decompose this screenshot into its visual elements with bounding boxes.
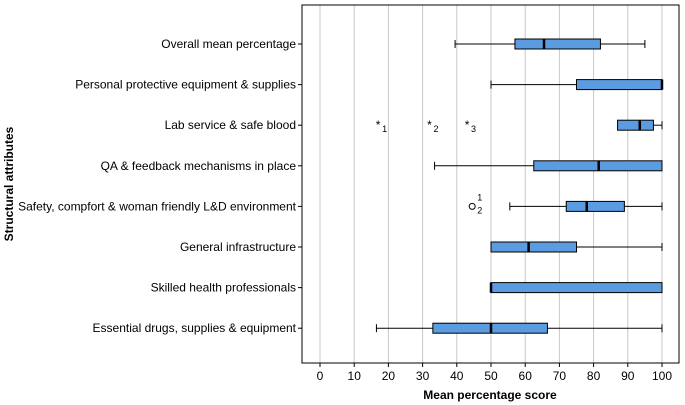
category-label-1: Personal protective equipment & supplies [75, 78, 296, 92]
boxplot-row-7 [375, 322, 663, 334]
box-row-1 [576, 79, 663, 91]
box-row-6 [490, 282, 663, 294]
boxplot-row-4: 12 [468, 192, 663, 215]
outlier-row-4-0: 12 [468, 192, 482, 215]
boxplot-row-1 [490, 79, 664, 91]
box-row-2 [617, 119, 654, 131]
outlier-row-2-0: * 1 [376, 118, 387, 134]
category-label-3: QA & feedback mechanisms in place [101, 159, 297, 173]
x-axis-ticks: 0 10 20 30 40 50 60 70 80 90 100 [317, 363, 672, 383]
category-labels: Overall mean percentage Personal protecti… [18, 37, 302, 335]
x-tick-label-60: 60 [519, 369, 533, 383]
outlier-label-row-2-0: 1 [382, 124, 387, 134]
outlier-label-row-4-0: 2 [477, 205, 482, 215]
grid-lines [319, 5, 663, 363]
category-label-4: Safety, compfort & woman friendly L&D en… [18, 199, 297, 213]
category-label-5: General infrastructure [180, 240, 296, 254]
category-label-0: Overall mean percentage [161, 37, 296, 51]
boxplot-row-0 [454, 38, 646, 50]
box-row-4 [565, 200, 625, 212]
x-tick-label-70: 70 [553, 369, 567, 383]
x-tick-label-50: 50 [484, 369, 498, 383]
category-label-2: Lab service & safe blood [165, 118, 296, 132]
boxes-layer: * 1 * 2 * 312 [375, 38, 664, 334]
outlier-label-top-row-4-0: 1 [477, 192, 482, 202]
outlier-label-row-2-2: 3 [471, 124, 476, 134]
boxplot-row-5 [490, 241, 663, 253]
outlier-marker-row-2-0: * [376, 118, 381, 132]
category-label-7: Essential drugs, supplies & equipment [93, 321, 297, 335]
x-tick-label-30: 30 [416, 369, 430, 383]
x-tick-label-90: 90 [621, 369, 635, 383]
outlier-row-2-1: * 2 [427, 118, 438, 134]
x-tick-label-80: 80 [587, 369, 601, 383]
outlier-row-2-2: * 3 [465, 118, 476, 134]
x-tick-label-100: 100 [652, 369, 672, 383]
x-tick-label-10: 10 [348, 369, 362, 383]
boxplot-row-2: * 1 * 2 * 3 [376, 118, 663, 134]
outlier-marker-row-2-2: * [465, 118, 470, 132]
outlier-marker-row-2-1: * [427, 118, 432, 132]
boxplot-row-3 [434, 160, 663, 172]
x-axis-title: Mean percentage score [423, 388, 557, 402]
outlier-label-row-2-1: 2 [433, 124, 438, 134]
y-axis-title: Structural attributes [2, 126, 16, 241]
box-row-5 [490, 241, 577, 253]
box-row-0 [514, 38, 601, 50]
x-tick-label-20: 20 [382, 369, 396, 383]
outlier-marker-row-4-0 [468, 202, 476, 210]
x-tick-label-40: 40 [450, 369, 464, 383]
x-tick-label-0: 0 [317, 369, 324, 383]
boxplot-row-6 [489, 282, 663, 294]
category-label-6: Skilled health professionals [151, 281, 296, 295]
